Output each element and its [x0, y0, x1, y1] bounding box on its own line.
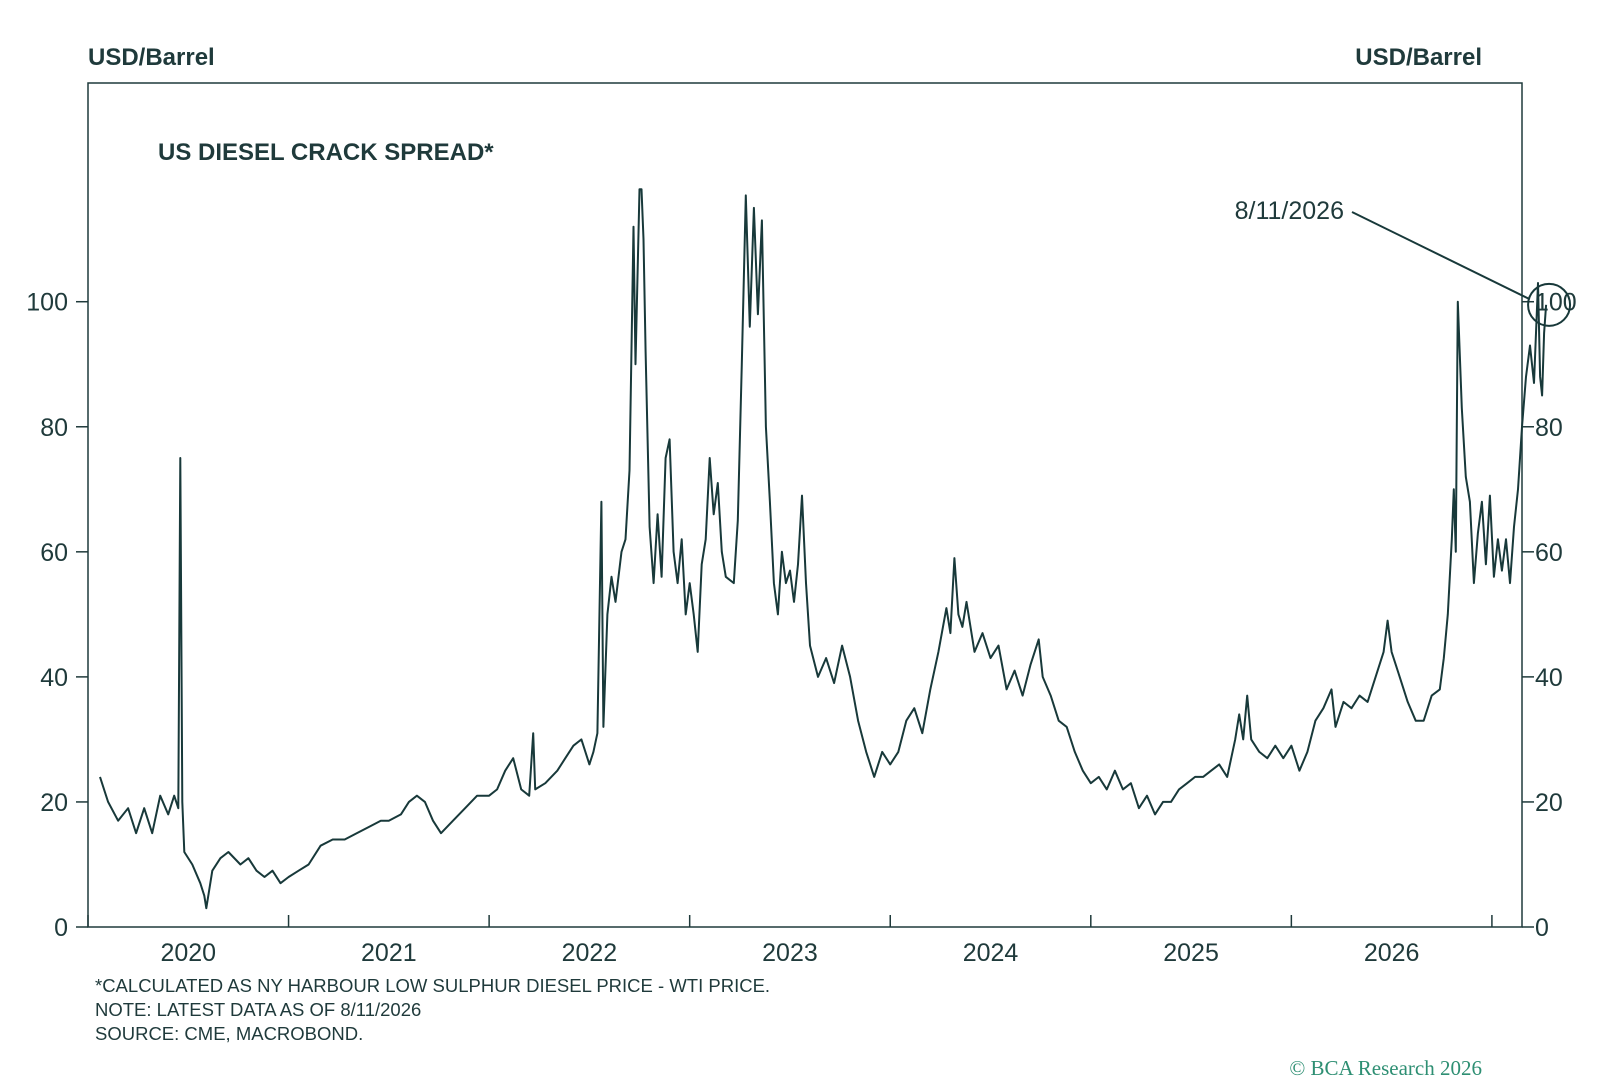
y-tick-label-left: 100	[26, 289, 68, 317]
y-tick-label-right: 20	[1535, 789, 1563, 817]
brand-copyright: © BCA Research 2026	[1289, 1056, 1482, 1080]
y-tick-label-left: 40	[40, 664, 68, 692]
x-tick-label: 2026	[1364, 939, 1420, 967]
footnotes: *CALCULATED AS NY HARBOUR LOW SULPHUR DI…	[95, 974, 770, 1046]
y-tick-label-right: 80	[1535, 414, 1563, 442]
y-tick-label-left: 80	[40, 414, 68, 442]
annotation-label: 8/11/2026	[1235, 197, 1344, 225]
footnote-source: SOURCE: CME, MACROBOND.	[95, 1023, 364, 1044]
chart-title: US DIESEL CRACK SPREAD*	[158, 139, 494, 166]
x-tick-label: 2022	[562, 939, 618, 967]
x-tick-label: 2020	[160, 939, 216, 967]
latest-point-circle	[1527, 282, 1572, 327]
footnote-latest-data: NOTE: LATEST DATA AS OF 8/11/2026	[95, 999, 422, 1020]
right-axis-unit-label: USD/Barrel	[1355, 44, 1482, 71]
y-tick-label-left: 20	[40, 789, 68, 817]
y-tick-label-right: 40	[1535, 664, 1563, 692]
series-line	[99, 188, 1548, 910]
x-tick-label: 2021	[361, 939, 417, 967]
y-tick-label-left: 0	[54, 914, 68, 942]
plot-frame	[87, 82, 1523, 928]
y-tick-label-right: 0	[1535, 914, 1549, 942]
x-tick-label: 2024	[963, 939, 1019, 967]
annotation-leader	[1351, 211, 1530, 300]
y-tick-label-right: 60	[1535, 539, 1563, 567]
left-axis-unit-label: USD/Barrel	[88, 44, 215, 71]
footnote-calculation: *CALCULATED AS NY HARBOUR LOW SULPHUR DI…	[95, 975, 771, 996]
x-tick-label: 2023	[762, 939, 818, 967]
x-tick-label: 2025	[1163, 939, 1219, 967]
y-tick-label-left: 60	[40, 539, 68, 567]
